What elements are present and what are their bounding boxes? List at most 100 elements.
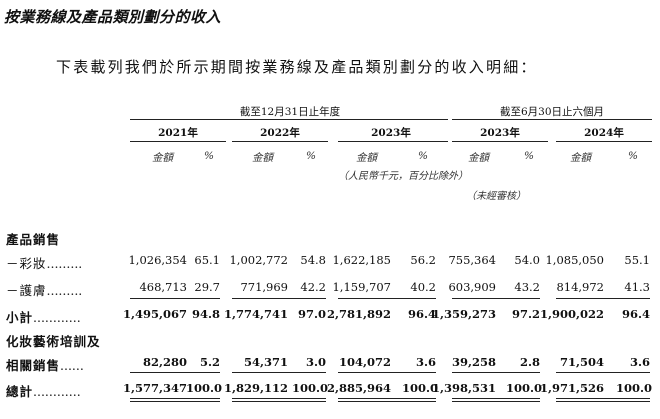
year-rule <box>452 141 548 142</box>
group-header-six-months: 截至6月30日止六個月 <box>499 106 605 118</box>
row-label-makeup: －彩妝......... <box>6 253 82 272</box>
amount-cell: 755,364 <box>448 253 496 267</box>
year-rule <box>338 141 448 142</box>
percent-cell: 96.4 <box>621 307 650 321</box>
percent-cell: 56.2 <box>410 253 436 267</box>
unaudited-note: （未經審核） <box>466 191 526 202</box>
percent-cell: 100.0 <box>616 381 653 395</box>
amount-cell: 603,909 <box>448 280 496 294</box>
amount-cell: 1,026,354 <box>128 253 187 267</box>
percent-cell: 100.0 <box>186 381 223 395</box>
percent-cell: 29.7 <box>194 280 220 294</box>
amount-header: 金額 <box>356 152 377 164</box>
amount-cell: 1,577,347 <box>122 381 187 395</box>
row-label-text: －彩妝 <box>6 256 47 271</box>
amount-cell: 39,258 <box>451 355 496 369</box>
percent-header: % <box>418 150 428 162</box>
percent-cell: 94.8 <box>191 307 220 321</box>
percent-cell: 55.1 <box>624 253 650 267</box>
percent-header: % <box>628 150 638 162</box>
percent-cell: 100.0 <box>402 381 439 395</box>
total-double-rule <box>452 401 540 402</box>
section-heading: 按業務線及產品類別劃分的收入 <box>4 8 222 26</box>
subtotal-rule <box>452 298 540 299</box>
total-rule <box>556 372 650 373</box>
year-rule <box>130 141 226 142</box>
amount-cell: 468,713 <box>139 280 187 294</box>
percent-header: % <box>204 150 214 162</box>
total-double-rule <box>556 401 650 402</box>
total-rule <box>452 372 540 373</box>
year-rule <box>556 141 652 142</box>
amount-cell: 2,885,964 <box>326 381 391 395</box>
row-label-subtotal: 小計............ <box>6 307 81 326</box>
percent-cell: 3.6 <box>629 355 650 369</box>
total-double-rule <box>130 398 220 399</box>
year-header: 2024年 <box>584 127 624 139</box>
row-label-training-line2: 相關銷售...... <box>6 355 84 374</box>
percent-cell: 42.2 <box>300 280 326 294</box>
percent-cell: 100.0 <box>506 381 543 395</box>
amount-cell: 82,280 <box>142 355 187 369</box>
total-rule <box>232 372 326 373</box>
row-label-training-line1: 化妝藝術培訓及 <box>6 334 101 349</box>
percent-cell: 41.3 <box>624 280 650 294</box>
percent-cell: 54.8 <box>300 253 326 267</box>
amount-cell: 814,972 <box>556 280 604 294</box>
amount-cell: 104,072 <box>338 355 391 369</box>
row-label-text: 總計 <box>6 384 34 399</box>
row-label-text: －護膚 <box>6 283 47 298</box>
year-header: 2021年 <box>158 127 198 139</box>
percent-cell: 65.1 <box>194 253 220 267</box>
percent-header: % <box>524 150 534 162</box>
row-label-skincare: －護膚......... <box>6 280 82 299</box>
subtotal-rule <box>130 298 220 299</box>
row-label-text: 相關銷售 <box>6 358 61 373</box>
amount-cell: 2,781,892 <box>326 307 391 321</box>
amount-cell: 771,969 <box>240 280 288 294</box>
leader-dots: ............ <box>33 310 81 325</box>
percent-cell: 2.8 <box>519 355 540 369</box>
amount-cell: 1,971,526 <box>539 381 604 395</box>
percent-cell: 100.0 <box>292 381 329 395</box>
group-header-annual: 截至12月31日止年度 <box>239 106 341 118</box>
percent-header: % <box>306 150 316 162</box>
subtotal-rule <box>556 298 650 299</box>
percent-cell: 3.6 <box>415 355 436 369</box>
amount-cell: 1,159,707 <box>332 280 391 294</box>
total-double-rule <box>338 401 436 402</box>
amount-cell: 1,774,741 <box>223 307 288 321</box>
leader-dots: ......... <box>46 283 83 298</box>
amount-cell: 1,622,185 <box>332 253 391 267</box>
percent-cell: 3.0 <box>305 355 326 369</box>
intro-paragraph: 下表載列我們於所示期間按業務線及產品類別劃分的收入明細： <box>56 58 538 76</box>
year-header: 2023年 <box>371 127 411 139</box>
row-label-total: 總計............ <box>6 381 81 400</box>
amount-cell: 1,829,112 <box>223 381 288 395</box>
subtotal-rule <box>232 298 326 299</box>
year-rule <box>232 141 328 142</box>
group-rule-annual <box>130 119 448 120</box>
year-header: 2022年 <box>260 127 300 139</box>
amount-cell: 1,085,050 <box>545 253 604 267</box>
amount-cell: 54,371 <box>243 355 288 369</box>
total-double-rule <box>130 401 220 402</box>
percent-cell: 54.0 <box>514 253 540 267</box>
percent-cell: 5.2 <box>199 355 220 369</box>
total-double-rule <box>232 401 326 402</box>
percent-cell: 97.2 <box>511 307 540 321</box>
amount-header: 金額 <box>252 152 273 164</box>
section-label-product-sales: 產品銷售 <box>6 232 61 247</box>
total-double-rule <box>556 398 650 399</box>
amount-cell: 1,398,531 <box>431 381 496 395</box>
percent-cell: 43.2 <box>514 280 540 294</box>
amount-cell: 1,900,022 <box>539 307 604 321</box>
year-header: 2023年 <box>480 127 520 139</box>
amount-header: 金額 <box>570 152 591 164</box>
percent-cell: 40.2 <box>410 280 436 294</box>
subtotal-rule <box>338 298 436 299</box>
total-double-rule <box>232 398 326 399</box>
amount-cell: 1,002,772 <box>229 253 288 267</box>
leader-dots: ............ <box>33 384 81 399</box>
total-double-rule <box>338 398 436 399</box>
